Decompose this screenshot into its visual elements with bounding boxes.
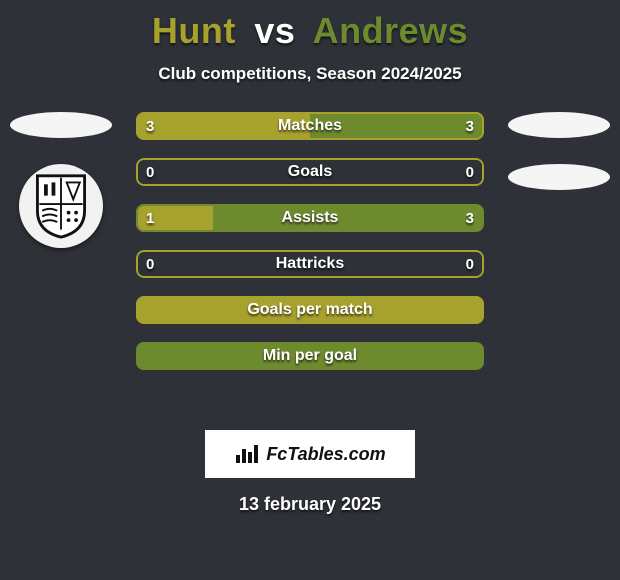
stat-value-right: 0 — [456, 250, 484, 278]
left-team-crest — [19, 164, 103, 248]
stat-label: Goals — [136, 158, 484, 186]
subtitle: Club competitions, Season 2024/2025 — [0, 64, 620, 84]
stat-row: 0 0Goals — [136, 158, 484, 186]
comparison-arena: 33Matches00Goals13Assists00HattricksGoal… — [0, 112, 620, 412]
stat-fill-left — [136, 296, 484, 324]
fctables-brand: FcTables.com — [266, 444, 385, 465]
shield-icon — [32, 173, 90, 239]
stat-fill-right — [310, 112, 484, 140]
stat-row: 0 0Hattricks — [136, 250, 484, 278]
stat-value-right: 0 — [456, 158, 484, 186]
fctables-banner: FcTables.com — [205, 430, 415, 478]
stat-fill-left — [136, 204, 213, 232]
right-ellipse-1 — [508, 112, 610, 138]
stat-border — [136, 158, 484, 186]
page-title: Hunt vs Andrews — [0, 0, 620, 52]
stat-row: Goals per match — [136, 296, 484, 324]
left-ellipse-1 — [10, 112, 112, 138]
right-side-column — [504, 112, 614, 190]
stat-row: 33Matches — [136, 112, 484, 140]
player-left-name: Hunt — [152, 10, 236, 51]
stat-fill-left — [136, 112, 310, 140]
stat-fill-right — [136, 342, 484, 370]
stat-value-left: 0 — [136, 158, 164, 186]
player-right-name: Andrews — [313, 10, 469, 51]
left-side-column — [6, 112, 116, 248]
stat-label: Hattricks — [136, 250, 484, 278]
stat-border — [136, 250, 484, 278]
stat-value-left: 0 — [136, 250, 164, 278]
bar-chart-icon — [234, 443, 260, 465]
right-ellipse-2 — [508, 164, 610, 190]
stat-row: Min per goal — [136, 342, 484, 370]
stat-row: 13Assists — [136, 204, 484, 232]
title-vs: vs — [254, 10, 295, 51]
footer-date: 13 february 2025 — [0, 494, 620, 515]
stat-bars: 33Matches00Goals13Assists00HattricksGoal… — [136, 112, 484, 370]
stat-fill-right — [213, 204, 484, 232]
